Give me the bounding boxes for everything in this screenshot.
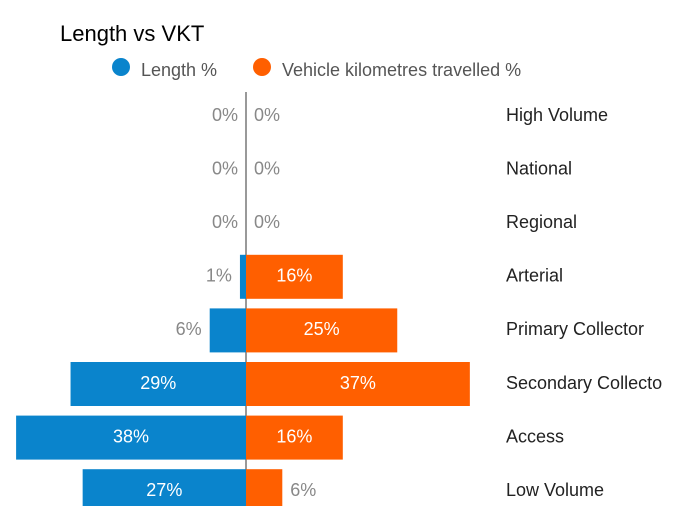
legend-marker: [112, 58, 130, 76]
category-label: Regional: [506, 212, 577, 232]
category-label: National: [506, 158, 572, 178]
bar: [82, 469, 247, 506]
legend-marker: [253, 58, 271, 76]
value-label: 0%: [212, 158, 238, 178]
value-label: 0%: [254, 212, 280, 232]
category-label: High Volume: [506, 105, 608, 125]
bar: [239, 254, 246, 299]
value-label: 6%: [176, 319, 202, 339]
value-label: 25%: [304, 319, 340, 339]
category-label: Primary Collector: [506, 319, 644, 339]
value-label: 0%: [212, 212, 238, 232]
bar: [246, 362, 470, 406]
bar: [246, 469, 283, 506]
bar: [246, 308, 398, 353]
value-label: 37%: [340, 373, 376, 393]
category-label: Low Volume: [506, 480, 604, 500]
bar: [209, 308, 246, 353]
value-label: 29%: [140, 373, 176, 393]
value-label: 0%: [212, 105, 238, 125]
value-label: 6%: [290, 480, 316, 500]
value-label: 16%: [276, 426, 312, 446]
category-label: Arterial: [506, 266, 563, 286]
category-label: Access: [506, 426, 564, 446]
value-label: 0%: [254, 105, 280, 125]
bar: [246, 415, 343, 460]
chart-title: Length vs VKT: [60, 21, 204, 46]
legend-label: Length %: [141, 60, 217, 80]
bar: [70, 362, 246, 406]
value-label: 1%: [206, 266, 232, 286]
value-label: 27%: [146, 480, 182, 500]
bar: [16, 415, 246, 460]
value-label: 16%: [276, 266, 312, 286]
value-label: 0%: [254, 158, 280, 178]
legend-label: Vehicle kilometres travelled %: [282, 60, 521, 80]
category-label: Secondary Collecto: [506, 373, 662, 393]
bar: [246, 254, 343, 299]
value-label: 38%: [113, 426, 149, 446]
